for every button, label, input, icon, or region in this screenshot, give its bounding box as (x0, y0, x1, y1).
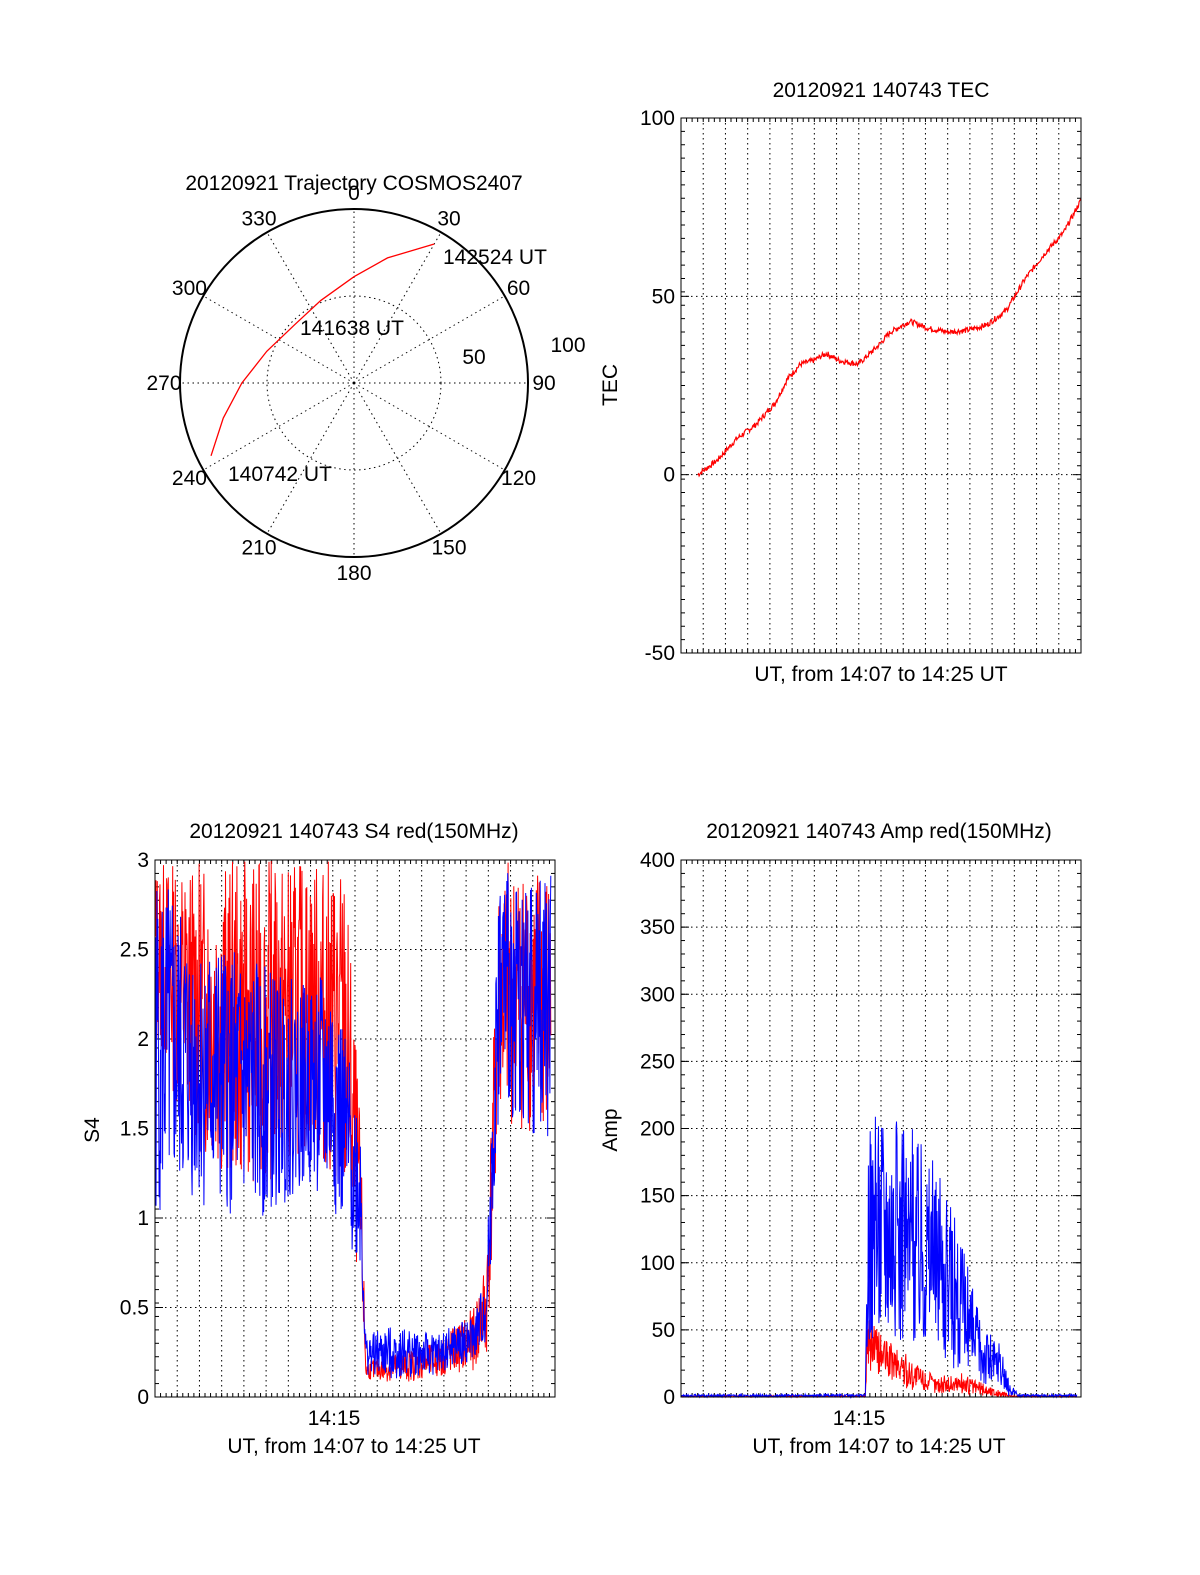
y-tick-label: 100 (640, 1252, 675, 1275)
y-tick-label: 400 (640, 849, 675, 872)
series-line-blue (154, 873, 552, 1379)
polar-azimuth-label: 300 (172, 277, 207, 300)
series-line-blue (680, 1116, 1078, 1399)
tec-y-grid (681, 295, 1081, 476)
amp-y-ticks: 0 50 100 150 200 250 300 350 400 (640, 849, 1081, 1409)
polar-radial-label-50: 50 (462, 346, 485, 369)
y-tick-label: 100 (640, 107, 675, 130)
polar-annotation-start: 140742 UT (228, 463, 332, 486)
s4-title: 20120921 140743 S4 red(150MHz) (189, 820, 518, 843)
polar-azimuth-label: 270 (146, 372, 181, 395)
tec-frame (680, 117, 1082, 654)
s4-frame (154, 859, 556, 1398)
polar-spoke (353, 295, 505, 384)
y-tick-label: 300 (640, 983, 675, 1006)
series-line-red (680, 1319, 1078, 1399)
s4-panel: 20120921 140743 S4 red(150MHz) 0 0.5 1 1.5 2… (81, 820, 556, 1458)
tec-x-label: UT, from 14:07 to 14:25 UT (754, 663, 1007, 686)
y-tick-label: 150 (640, 1185, 675, 1208)
polar-annotation-mid: 141638 UT (300, 317, 404, 340)
s4-x-tick-label: 14:15 (308, 1407, 361, 1430)
tec-x-grid (702, 118, 1060, 653)
y-tick-label: 50 (652, 1319, 675, 1342)
amp-title: 20120921 140743 Amp red(150MHz) (706, 820, 1052, 843)
tec-panel: 20120921 140743 TEC -50 0 50 100 UT, from 1… (599, 79, 1082, 686)
tec-series (697, 198, 1082, 478)
y-tick-label: 0 (663, 464, 675, 487)
polar-spoke (353, 382, 505, 471)
y-tick-label: 250 (640, 1050, 675, 1073)
y-tick-label: 0 (137, 1386, 149, 1409)
s4-series (154, 860, 552, 1382)
polar-trajectory-line (210, 243, 435, 457)
amp-x-label: UT, from 14:07 to 14:25 UT (752, 1435, 1005, 1458)
tec-title: 20120921 140743 TEC (773, 79, 990, 102)
polar-plot: 20120921 Trajectory COSMOS2407 0 30 60 90 12… (146, 172, 585, 585)
polar-azimuth-label: 240 (172, 467, 207, 490)
y-tick-label: 1 (137, 1207, 149, 1230)
series-line-red (697, 198, 1082, 478)
polar-azimuth-label: 30 (437, 207, 460, 230)
tec-y-ticks: -50 0 50 100 (640, 107, 1081, 665)
y-tick-label: 350 (640, 916, 675, 939)
polar-azimuth-label: 180 (336, 562, 371, 585)
y-tick-label: 0.5 (120, 1297, 149, 1320)
polar-azimuth-labels: 0 30 60 90 120 150 180 210 240 270 300 330 (146, 182, 555, 585)
polar-spoke (353, 232, 442, 384)
polar-outer-circle (179, 208, 529, 558)
polar-azimuth-label: 150 (431, 537, 466, 560)
polar-azimuth-label: 0 (348, 182, 360, 205)
polar-radial-label-100: 100 (550, 334, 585, 357)
amp-x-tick-label: 14:15 (833, 1407, 886, 1430)
s4-x-label: UT, from 14:07 to 14:25 UT (227, 1435, 480, 1458)
y-tick-label: 1.5 (120, 1118, 149, 1141)
amp-frame (680, 859, 1082, 1398)
y-tick-label: 0 (663, 1386, 675, 1409)
s4-y-label: S4 (81, 1117, 104, 1143)
tec-minor-ticks (681, 118, 1081, 653)
y-tick-label: 2 (137, 1028, 149, 1051)
polar-spoke (266, 232, 355, 384)
s4-minor-ticks (155, 860, 555, 1397)
tec-y-label: TEC (599, 364, 622, 406)
polar-annotation-end: 142524 UT (443, 246, 547, 269)
polar-azimuth-label: 120 (501, 467, 536, 490)
y-tick-label: -50 (645, 642, 675, 665)
polar-azimuth-label: 60 (507, 277, 530, 300)
series-line-red (154, 860, 552, 1382)
y-tick-label: 3 (137, 849, 149, 872)
polar-ring (266, 295, 442, 471)
polar-grid (180, 209, 528, 557)
amp-panel: 20120921 140743 Amp red(150MHz) 0 50 100 15… (599, 820, 1082, 1458)
y-tick-label: 50 (652, 285, 675, 308)
polar-azimuth-label: 210 (241, 537, 276, 560)
polar-azimuth-label: 90 (532, 372, 555, 395)
y-tick-label: 200 (640, 1118, 675, 1141)
polar-azimuth-label: 330 (241, 207, 276, 230)
y-tick-label: 2.5 (120, 939, 149, 962)
polar-title: 20120921 Trajectory COSMOS2407 (185, 172, 522, 195)
amp-y-label: Amp (599, 1108, 622, 1151)
amp-series (680, 1116, 1078, 1399)
polar-spoke (203, 382, 355, 471)
polar-spoke (203, 295, 355, 384)
polar-spoke (266, 382, 355, 534)
polar-spoke (353, 382, 442, 534)
